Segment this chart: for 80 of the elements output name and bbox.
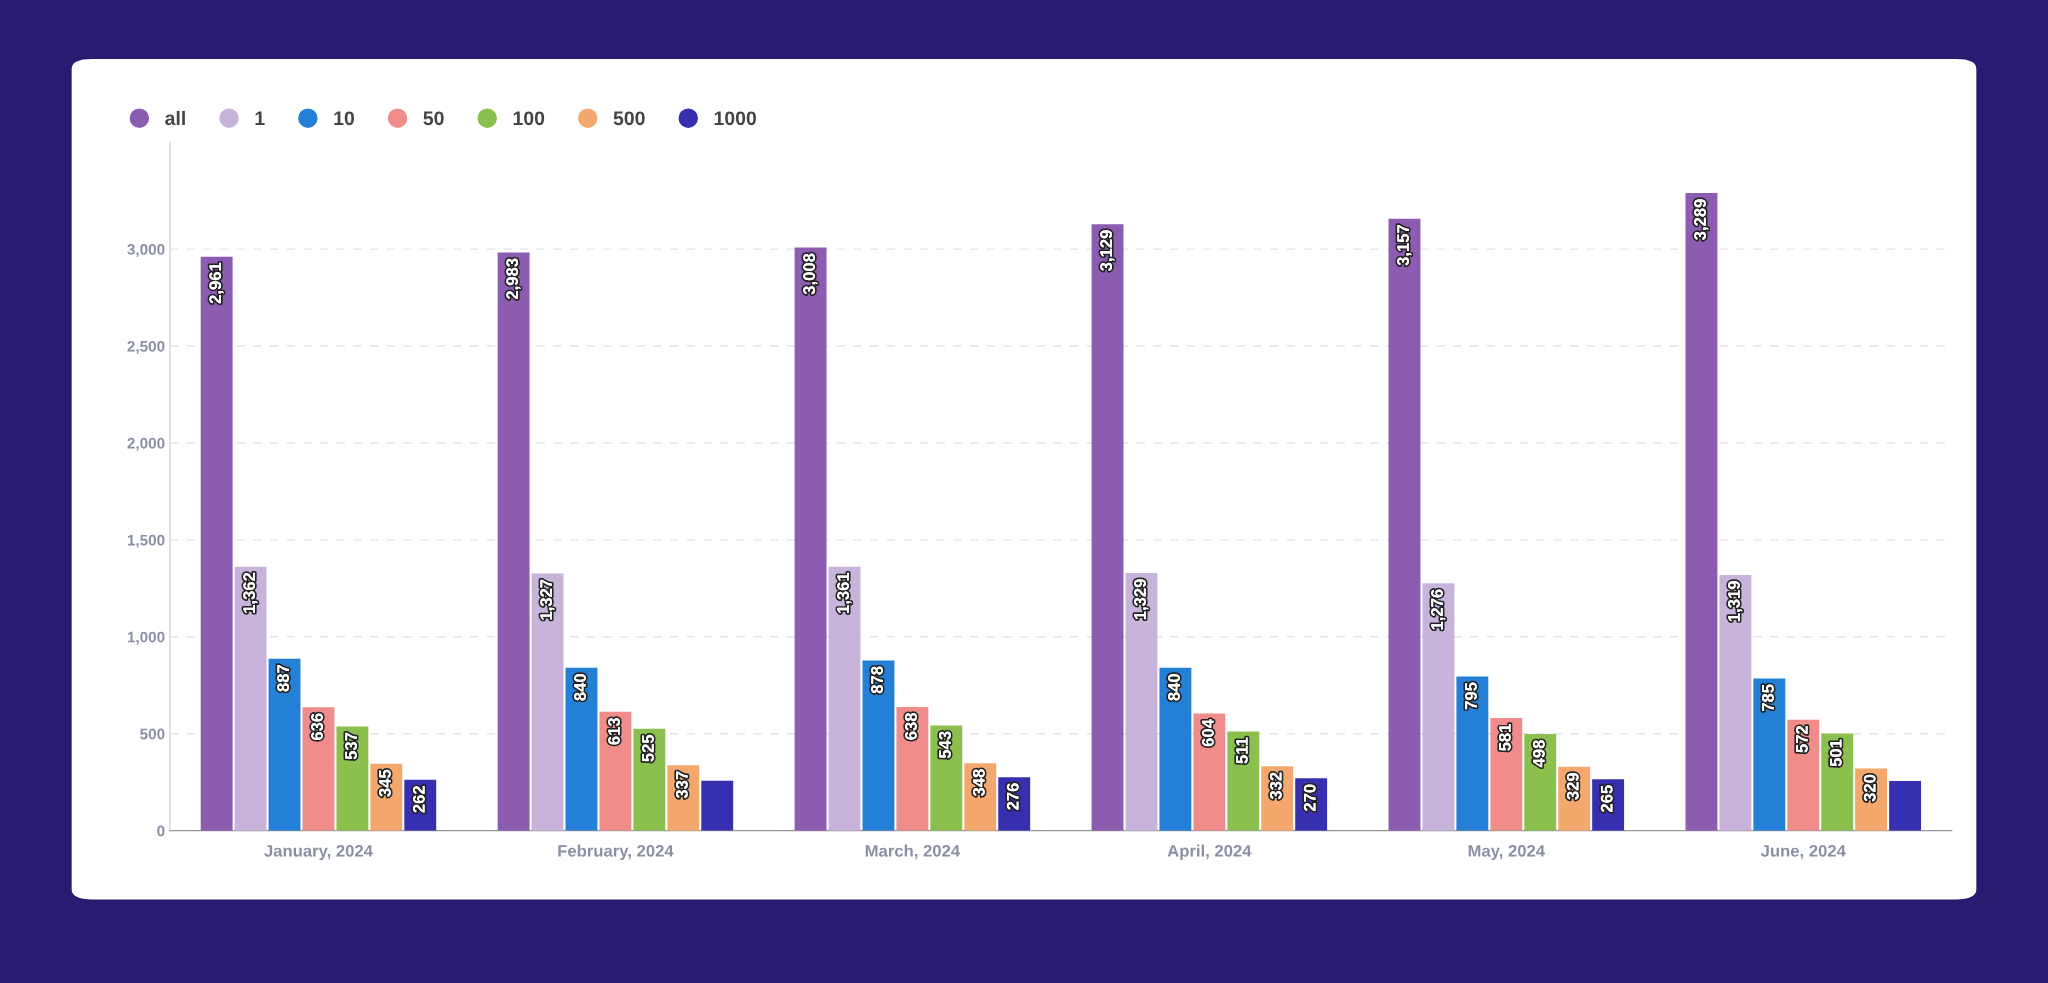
data-label: 348 xyxy=(972,769,985,797)
data-label: 3,157 xyxy=(1397,224,1412,266)
legend-label: 1000 xyxy=(714,111,756,126)
bar xyxy=(200,256,233,831)
bar xyxy=(794,247,827,831)
data-label: 329 xyxy=(1566,772,1579,800)
data-label: 840 xyxy=(1168,674,1180,701)
legend-label: 10 xyxy=(334,111,354,126)
bar xyxy=(862,660,895,831)
data-label: 840 xyxy=(574,674,586,701)
data-label: 320 xyxy=(1863,774,1876,802)
data-label: 543 xyxy=(938,731,951,759)
bar xyxy=(234,566,267,831)
data-label: 2,983 xyxy=(506,258,521,300)
data-label: 1,327 xyxy=(540,579,555,620)
x-tick-label: May, 2024 xyxy=(1468,844,1545,861)
data-label: 604 xyxy=(1202,719,1214,747)
data-label: 887 xyxy=(277,664,289,692)
bar xyxy=(268,658,301,831)
y-tick-label: 2,000 xyxy=(127,437,165,451)
data-label: 636 xyxy=(311,713,323,741)
x-tick-label: January, 2024 xyxy=(264,844,373,861)
y-tick-label: 3,000 xyxy=(127,244,165,258)
data-label: 525 xyxy=(642,734,654,762)
data-label: 270 xyxy=(1303,784,1316,812)
data-label: 1,361 xyxy=(837,572,852,613)
legend-label: 1 xyxy=(255,111,265,125)
x-tick-label: June, 2024 xyxy=(1760,844,1846,860)
data-label: 3,289 xyxy=(1694,199,1709,240)
data-label: 262 xyxy=(412,786,425,813)
bar xyxy=(896,706,929,831)
bar xyxy=(1388,218,1421,831)
legend-label: 100 xyxy=(513,111,545,126)
bar xyxy=(531,573,564,831)
y-tick-label: 1,000 xyxy=(127,631,165,645)
data-label: 501 xyxy=(1829,739,1842,767)
data-label: 3,129 xyxy=(1100,230,1115,271)
bar xyxy=(1422,583,1455,831)
data-label: 537 xyxy=(345,732,357,760)
data-label: 878 xyxy=(871,666,883,694)
data-label: 332 xyxy=(1269,772,1282,800)
bar xyxy=(1125,573,1158,831)
x-tick-label: February, 2024 xyxy=(558,844,674,861)
x-tick-label: April, 2024 xyxy=(1167,844,1252,861)
data-label: 265 xyxy=(1600,785,1613,812)
data-label: 613 xyxy=(608,717,620,745)
bar xyxy=(497,252,530,831)
data-label: 572 xyxy=(1795,725,1808,753)
data-label: 337 xyxy=(675,771,688,799)
bar xyxy=(1685,193,1718,831)
bar xyxy=(1889,781,1922,831)
bar xyxy=(828,566,861,831)
data-label: 581 xyxy=(1498,723,1511,751)
bar xyxy=(1159,667,1192,831)
data-label: 1,362 xyxy=(243,572,258,613)
bar xyxy=(1456,676,1489,831)
data-label: 1,329 xyxy=(1134,579,1149,620)
bar xyxy=(1091,224,1124,831)
data-label: 511 xyxy=(1236,737,1248,764)
legend-label: 500 xyxy=(613,111,645,126)
data-label: 2,961 xyxy=(209,262,224,304)
y-tick-label: 500 xyxy=(140,728,165,740)
y-tick-label: 1,500 xyxy=(127,534,165,548)
data-label: 3,008 xyxy=(803,253,818,295)
data-label: 1,319 xyxy=(1728,581,1743,622)
legend-label: 50 xyxy=(423,111,444,126)
data-label: 276 xyxy=(1006,783,1019,810)
bar xyxy=(701,780,734,831)
data-label: 498 xyxy=(1532,740,1545,768)
legend-label: all xyxy=(165,110,185,126)
data-label: 795 xyxy=(1465,682,1477,710)
data-label: 1,276 xyxy=(1431,589,1446,630)
bar xyxy=(1719,574,1752,831)
y-tick-label: 2,500 xyxy=(127,340,165,354)
data-label: 785 xyxy=(1762,684,1774,712)
bar xyxy=(1753,678,1786,831)
y-tick-label: 0 xyxy=(157,825,165,837)
data-label: 345 xyxy=(379,769,391,797)
x-tick-label: March, 2024 xyxy=(865,844,961,860)
data-label: 638 xyxy=(905,712,917,740)
